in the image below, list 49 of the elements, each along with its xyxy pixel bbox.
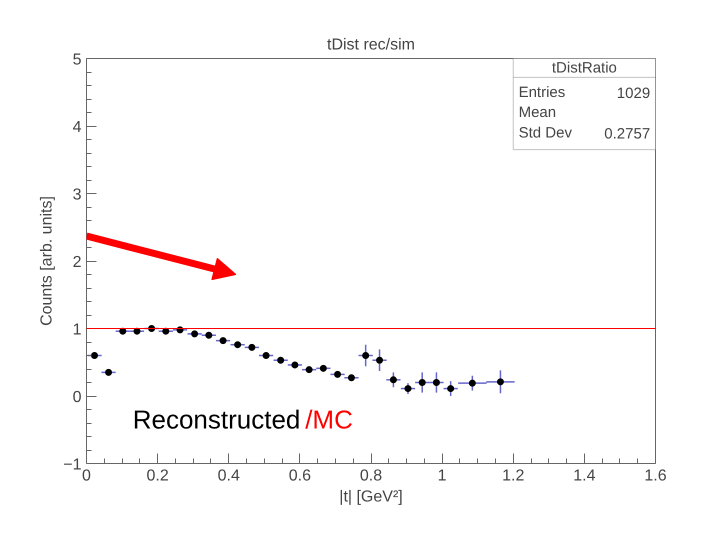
y-tick-label: −1 [63, 456, 82, 474]
annotation: Reconstructed [132, 404, 300, 435]
point [496, 378, 504, 386]
point [262, 352, 270, 359]
y-tick-label: 5 [72, 52, 82, 68]
chart-title: tDist rec/sim [327, 36, 415, 54]
y-tick-label: 4 [72, 119, 82, 136]
point [277, 356, 284, 364]
point [205, 332, 212, 339]
point [348, 374, 355, 382]
annotation: tDistRatio [552, 59, 617, 76]
point [468, 380, 476, 387]
y-axis-title: Counts [arb. units] [38, 196, 56, 326]
point [105, 368, 112, 376]
x-tick-label: 0.8 [360, 468, 382, 484]
y-tick-label: 3 [72, 186, 82, 204]
point [362, 352, 370, 359]
annotation: Mean [518, 104, 556, 121]
x-axis-title: |t| [GeV²] [339, 488, 403, 506]
x-tick-label: 1.4 [573, 468, 596, 484]
point [376, 356, 384, 364]
point [91, 352, 98, 359]
y-tick-label: 0 [72, 389, 82, 406]
y-tick-label: 1 [72, 322, 82, 338]
x-tick-label: 0.4 [218, 468, 240, 484]
annotation: Entries [518, 84, 566, 101]
point [291, 361, 298, 368]
point [248, 344, 256, 351]
point [306, 366, 313, 374]
x-tick-label: 0.6 [288, 468, 312, 484]
point [334, 370, 342, 378]
annotation: /MC [305, 404, 353, 435]
point [320, 364, 327, 372]
x-tick-label: 1 [438, 468, 447, 484]
point [390, 376, 397, 384]
annotation: 0.2757 [604, 125, 650, 142]
point [234, 341, 242, 348]
y-tick-label: 2 [72, 254, 82, 271]
point [220, 337, 227, 344]
point [404, 385, 412, 392]
x-tick-label: 1.2 [502, 468, 524, 484]
x-tick-label: 0.2 [146, 468, 169, 484]
annotation: Std Dev [518, 124, 572, 142]
point [432, 379, 440, 386]
x-tick-label: 1.6 [644, 468, 667, 484]
point [191, 330, 198, 338]
point [447, 385, 454, 392]
annotation: 1029 [616, 84, 650, 102]
point [418, 379, 426, 386]
